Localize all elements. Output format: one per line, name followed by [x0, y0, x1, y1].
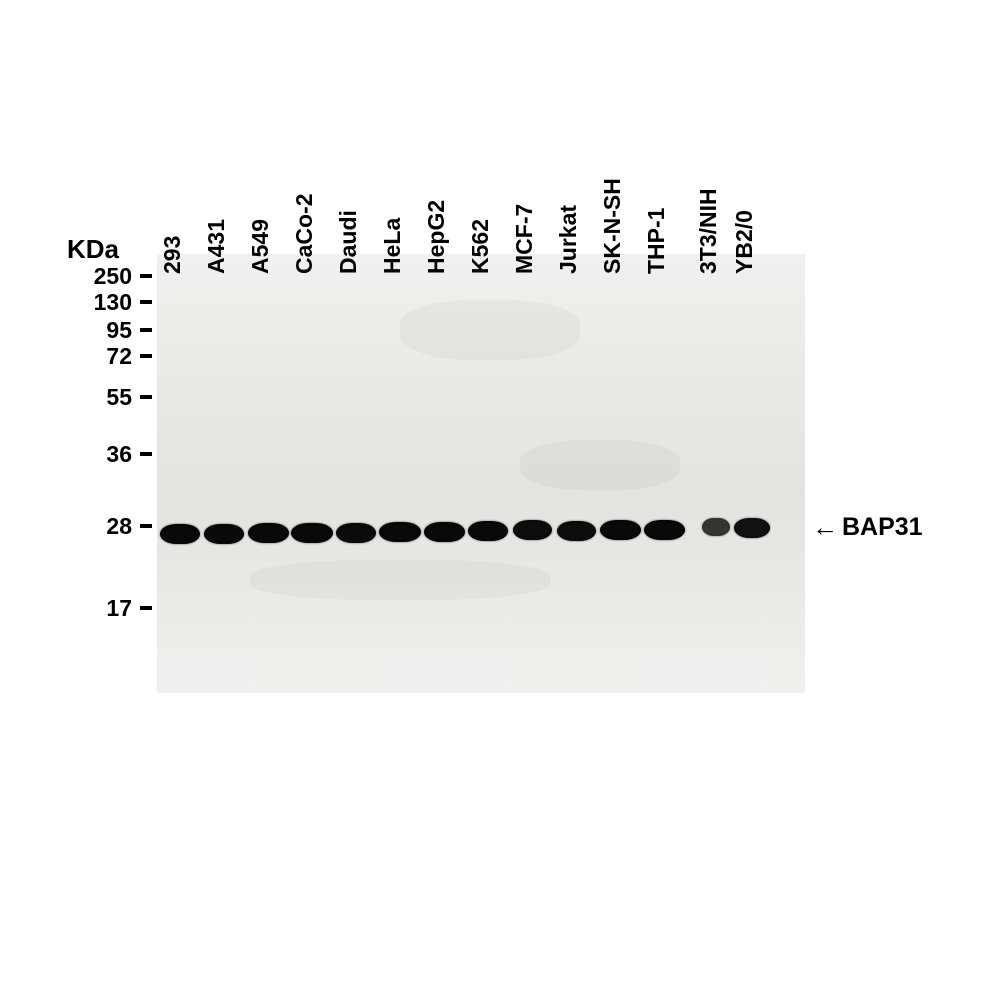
mw-mark: 36: [82, 441, 132, 468]
lane-label: MCF-7: [511, 204, 538, 274]
band: [291, 523, 333, 543]
mw-mark: 28: [82, 513, 132, 540]
band: [379, 522, 421, 542]
mw-tick: [140, 274, 152, 278]
band: [160, 524, 200, 544]
mw-mark: 250: [82, 263, 132, 290]
mw-tick: [140, 452, 152, 456]
band: [468, 521, 508, 541]
band: [557, 521, 596, 541]
lane-label: Daudi: [335, 210, 362, 274]
mw-tick: [140, 524, 152, 528]
lane-label: CaCo-2: [291, 193, 318, 274]
lane-label: A431: [203, 219, 230, 274]
band: [248, 523, 289, 543]
mw-mark: 95: [82, 317, 132, 344]
mw-mark: 130: [82, 289, 132, 316]
figure-canvas: KDa 2501309572 55 36 28 17 293 A431 A549 CaCo-2…: [0, 0, 1000, 1000]
lane-label: SK-N-SH: [599, 178, 626, 274]
band: [513, 520, 552, 540]
lane-label: K562: [467, 219, 494, 274]
band: [644, 520, 685, 540]
mw-tick: [140, 606, 152, 610]
lane-label: HepG2: [423, 200, 450, 274]
mw-mark: 55: [82, 384, 132, 411]
band: [204, 524, 244, 544]
kda-axis-label: KDa: [67, 234, 119, 265]
mw-tick: [140, 395, 152, 399]
lane-label: 3T3/NIH: [695, 188, 722, 274]
lane-label: 293: [159, 236, 186, 274]
mw-tick: [140, 354, 152, 358]
lane-label: THP-1: [643, 208, 670, 274]
band: [600, 520, 641, 540]
band: [734, 518, 770, 538]
band: [336, 523, 376, 543]
noise-patch: [400, 300, 580, 360]
lane-label: YB2/0: [731, 210, 758, 274]
band: [702, 518, 730, 536]
mw-tick: [140, 328, 152, 332]
band-annotation: ← BAP31: [812, 512, 923, 543]
band: [424, 522, 465, 542]
mw-mark: 17: [82, 595, 132, 622]
noise-patch: [520, 440, 680, 490]
mw-mark: 72: [82, 343, 132, 370]
lane-label: HeLa: [379, 218, 406, 274]
arrow-left-icon: ←: [812, 512, 838, 543]
mw-tick: [140, 300, 152, 304]
noise-patch: [250, 560, 550, 600]
lane-label: Jurkat: [555, 205, 582, 274]
lane-label: A549: [247, 219, 274, 274]
target-protein-label: BAP31: [842, 513, 923, 542]
